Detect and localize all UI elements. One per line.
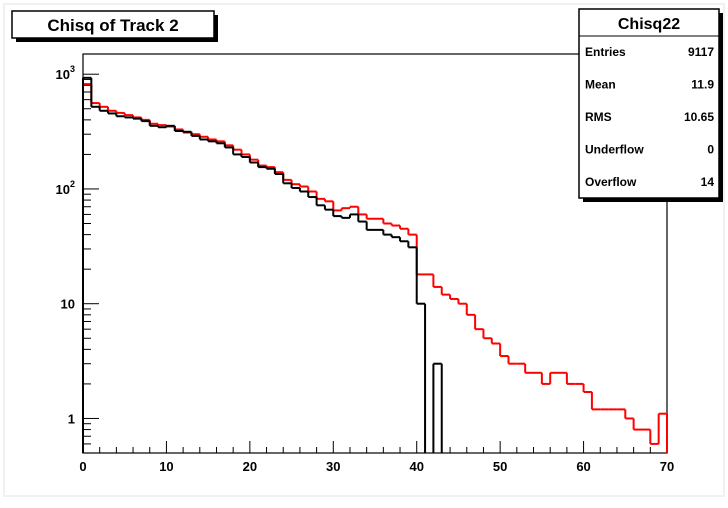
stats-row-label: Entries (585, 45, 626, 59)
stats-row-label: Mean (585, 78, 616, 92)
y-tick-base: 10 (56, 67, 70, 82)
stats-box: Chisq22 Entries 9117 Mean 11.9 RMS 10.65 Under… (578, 8, 723, 202)
y-tick-base: 10 (56, 182, 70, 197)
stats-box-title: Chisq22 (618, 16, 680, 33)
stats-box-frame (578, 8, 720, 199)
title-box: Chisq of Track 2 (11, 10, 218, 42)
x-tick-label: 10 (159, 459, 173, 474)
plot-frame (82, 53, 668, 454)
stats-row-value: 9117 (688, 45, 714, 59)
y-tick-label: 102 (56, 179, 75, 197)
x-tick-label: 30 (326, 459, 340, 474)
histogram-series (82, 76, 443, 453)
y-tick-exponent: 2 (70, 179, 75, 189)
stats-row-value: 10.65 (684, 110, 714, 124)
title-box-frame (11, 10, 215, 39)
x-tick-label: 0 (79, 459, 86, 474)
y-tick-label: 103 (56, 64, 75, 82)
stats-row-label: Underflow (585, 142, 644, 156)
y-tick-exponent: 3 (70, 64, 75, 74)
outer-border (3, 3, 725, 497)
stats-row-value: 0 (707, 142, 714, 156)
stats-row-label: RMS (585, 110, 612, 124)
stats-row-value: 11.9 (691, 78, 714, 92)
stats-row-label: Overflow (585, 175, 637, 189)
x-tick-label: 50 (493, 459, 507, 474)
y-tick-label: 1 (68, 411, 75, 426)
stats-rows: Entries 9117 Mean 11.9 RMS 10.65 Underflow 0 Ove… (585, 45, 714, 189)
x-tick-label: 70 (660, 459, 674, 474)
x-tick-label: 20 (243, 459, 257, 474)
x-tick-label: 40 (409, 459, 423, 474)
stats-row-value: 14 (701, 175, 715, 189)
series-layer (82, 76, 668, 453)
chart-title: Chisq of Track 2 (47, 16, 178, 35)
x-tick-label: 60 (576, 459, 590, 474)
y-tick-label: 10 (61, 297, 75, 312)
